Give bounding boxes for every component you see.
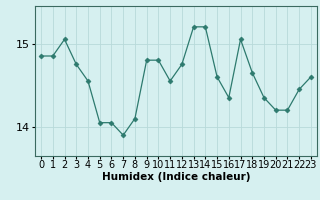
X-axis label: Humidex (Indice chaleur): Humidex (Indice chaleur) xyxy=(102,172,250,182)
